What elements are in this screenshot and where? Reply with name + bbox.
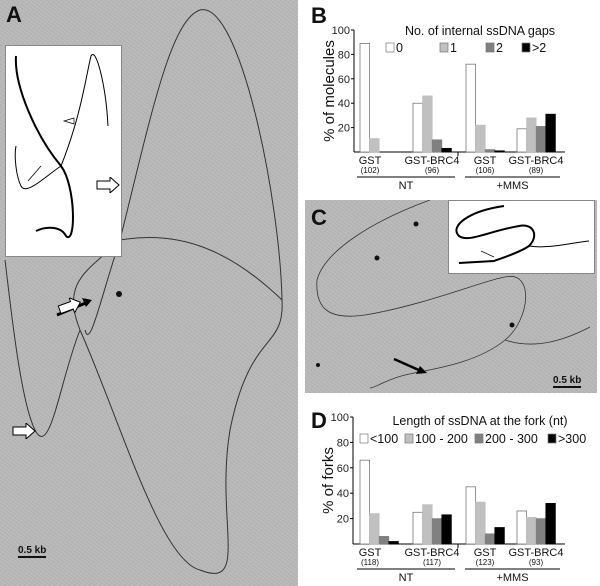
legend-swatch [439, 42, 449, 53]
category-count: (102) [361, 166, 380, 175]
legend-label: 100 - 200 [415, 432, 468, 446]
bar [535, 126, 547, 153]
scale-bar-a: 0.5 kb [18, 545, 47, 558]
bar [516, 510, 527, 545]
fork-schematic [455, 205, 590, 264]
y-tick-label: 60 [338, 74, 350, 86]
category-count: (96) [425, 166, 440, 175]
bar [412, 102, 423, 153]
category-label: GST-BRC4 [508, 547, 563, 559]
bar [441, 147, 452, 153]
micrograph-a: 0.5 kb [0, 0, 298, 586]
scale-bar-c: 0.5 kb [553, 375, 582, 388]
category-label: GST [474, 547, 497, 559]
panel-label-d: D [311, 408, 327, 433]
legend-label: 2 [496, 41, 503, 55]
legend-label: 1 [450, 41, 457, 55]
legend-label: 200 - 300 [485, 432, 538, 446]
chart-title: Length of ssDNA at the fork (nt) [392, 414, 567, 428]
scale-bar-label: 0.5 kb [553, 375, 582, 386]
bar [516, 128, 527, 153]
category-label: GST-BRC4 [404, 547, 459, 559]
legend-label: >300 [558, 432, 586, 446]
category-count: (118) [361, 558, 379, 567]
panel-label-c: C [311, 205, 327, 230]
category-count: (123) [476, 558, 495, 567]
y-tick-label: 80 [338, 49, 350, 61]
legend-swatch [485, 42, 495, 53]
category-count: (117) [423, 558, 441, 567]
replication-fork-schematic [14, 53, 109, 239]
bar [441, 514, 452, 545]
group-label: +MMS [496, 180, 528, 192]
category-label: GST-BRC4 [404, 155, 459, 167]
bar [369, 138, 380, 153]
y-tick-label: 100 [332, 25, 350, 37]
bar [545, 503, 556, 545]
legend-swatch [359, 433, 369, 444]
category-count: (106) [476, 166, 495, 175]
bar [388, 541, 399, 545]
micrograph-c: 0.5 kb [305, 200, 597, 393]
y-tick-label: 40 [338, 98, 350, 110]
chart-title: No. of internal ssDNA gaps [405, 24, 555, 38]
legend-swatch [474, 433, 484, 444]
panel-label-a: A [6, 2, 22, 27]
category-label: GST-BRC4 [508, 155, 563, 167]
bar [412, 511, 423, 545]
bar [526, 117, 537, 153]
category-count: (93) [529, 558, 544, 567]
category-label: GST [359, 155, 382, 167]
y-tick-label: 20 [338, 123, 350, 135]
bar [545, 113, 556, 153]
scale-bar-label: 0.5 kb [18, 545, 47, 556]
bar [526, 516, 537, 545]
bar [431, 139, 443, 153]
bar [465, 63, 476, 153]
dna-molecule-c [316, 200, 591, 389]
y-tick-label: 40 [337, 488, 349, 500]
group-label: +MMS [496, 572, 528, 584]
group-label: NT [399, 572, 414, 584]
y-tick-label: 60 [337, 463, 349, 475]
bar [494, 150, 505, 153]
bar [475, 501, 486, 545]
y-axis-label: % of molecules [321, 40, 338, 142]
group-label: NT [399, 180, 414, 192]
legend-label: >2 [532, 41, 546, 55]
legend-label: <100 [370, 432, 398, 446]
bar [378, 536, 390, 545]
legend-swatch [404, 433, 414, 444]
bar [494, 527, 505, 545]
bar [359, 459, 370, 545]
y-tick-label: 20 [337, 514, 349, 526]
legend-swatch [547, 433, 557, 444]
legend-swatch [521, 42, 531, 53]
arrow-icon [12, 423, 36, 439]
y-tick-label: 80 [337, 437, 349, 449]
arrow-icon [57, 296, 82, 315]
category-label: GST [359, 547, 382, 559]
arrow-icon [96, 177, 120, 193]
category-count: (89) [529, 166, 544, 175]
bar [422, 504, 433, 545]
legend-label: 0 [396, 41, 403, 55]
bar [431, 518, 443, 545]
bar [465, 486, 476, 545]
legend-swatch [385, 42, 395, 53]
schematic-inset-a [5, 45, 122, 257]
bar [484, 533, 496, 545]
bar [422, 95, 433, 153]
bar [359, 43, 370, 153]
y-axis-label: % of forks [320, 447, 337, 514]
category-label: GST [474, 155, 497, 167]
bar [535, 518, 547, 545]
panel-label-b: B [311, 3, 327, 28]
y-tick-label: 100 [331, 412, 349, 424]
schematic-inset-c [448, 200, 595, 274]
bar [369, 513, 380, 545]
bar [484, 149, 496, 153]
bar [475, 124, 486, 153]
